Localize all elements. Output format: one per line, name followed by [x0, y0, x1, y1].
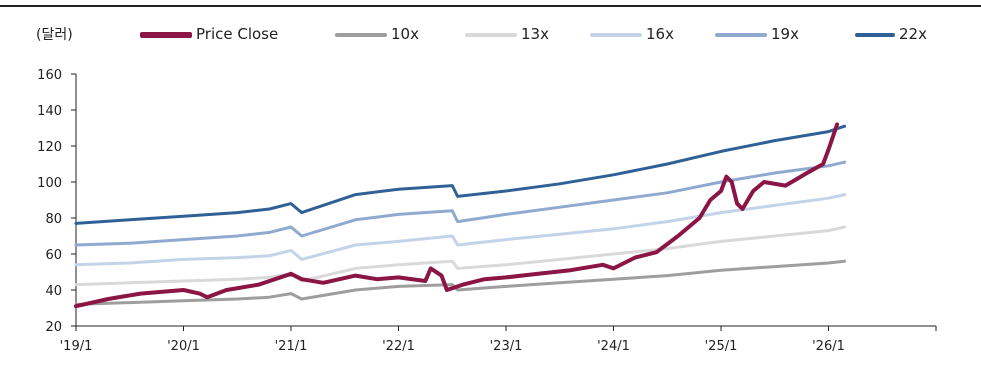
y-axis-unit-label: (달러) [36, 27, 73, 43]
legend-swatch [590, 33, 642, 37]
x-tick-label: '21/1 [275, 339, 308, 354]
x-tick-label: '19/1 [60, 339, 93, 354]
top-rule [0, 5, 981, 7]
x-tick-label: '23/1 [490, 339, 523, 354]
series-line-22x [74, 124, 847, 225]
x-tick-label: '25/1 [705, 339, 738, 354]
legend-swatch [855, 33, 895, 37]
y-tick-label: 140 [37, 104, 62, 119]
y-tick-label: 40 [45, 284, 62, 299]
y-tick-label: 60 [45, 248, 62, 263]
series-line-19x [74, 160, 847, 247]
x-tick-label: '24/1 [597, 339, 630, 354]
y-tick-label: 160 [37, 68, 62, 83]
series-line-10x [74, 259, 847, 306]
y-tick-label: 80 [45, 212, 62, 227]
legend-swatch [335, 33, 387, 37]
series-line-16x [74, 193, 847, 267]
legend-swatch [715, 33, 767, 37]
legend-label: 10x [391, 25, 419, 43]
legend-swatch [465, 33, 517, 37]
x-tick-label: '26/1 [812, 339, 845, 354]
legend-label: 22x [899, 25, 927, 43]
x-tick-label: '20/1 [167, 339, 200, 354]
legend-label: 13x [521, 25, 549, 43]
legend-label: 16x [646, 25, 674, 43]
x-tick-label: '22/1 [382, 339, 415, 354]
y-tick-label: 120 [37, 140, 62, 155]
series-line-price-close [74, 122, 840, 309]
legend-label: Price Close [196, 25, 279, 43]
legend-label: 19x [771, 25, 799, 43]
y-tick-label: 20 [45, 320, 62, 335]
series-line-13x [74, 225, 847, 287]
y-tick-label: 100 [37, 176, 62, 191]
legend-swatch [140, 32, 192, 38]
